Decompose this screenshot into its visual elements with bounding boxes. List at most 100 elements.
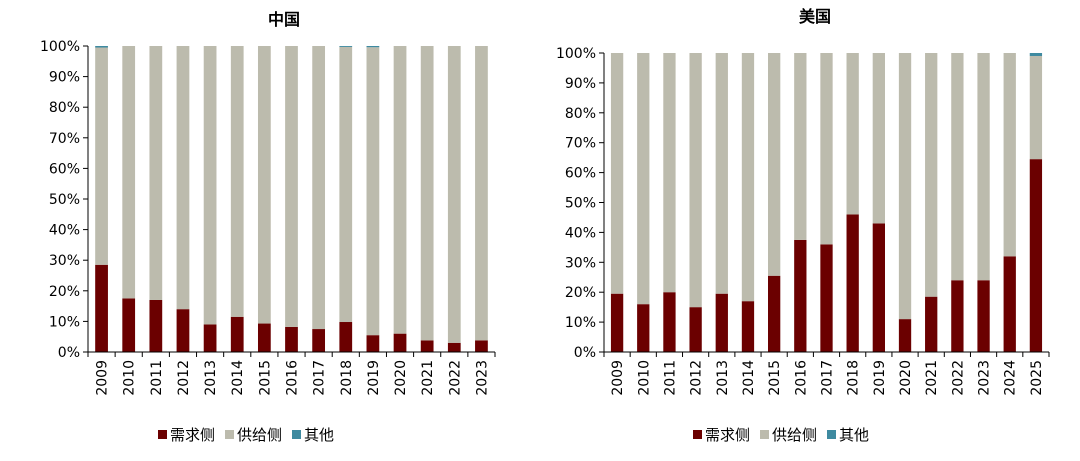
bar-2013-series-0 <box>715 293 728 352</box>
bar-2025-series-2 <box>1029 53 1043 56</box>
legend-label-2: 其他 <box>839 426 869 444</box>
legend-label-2: 其他 <box>304 426 334 444</box>
x-tick-label: 2015 <box>257 360 273 396</box>
bar-2013-series-1 <box>715 53 728 294</box>
bar-2014-series-0 <box>741 301 755 352</box>
y-tick-label: 60% <box>565 166 596 182</box>
bar-2015-series-0 <box>257 323 271 352</box>
bar-2016-series-1 <box>794 53 807 240</box>
bar-2015-series-1 <box>257 46 271 324</box>
bar-2010-series-1 <box>637 53 650 305</box>
bar-2018-series-2 <box>339 46 353 47</box>
legend-swatch-0 <box>693 430 702 439</box>
bar-2019-series-0 <box>366 335 380 352</box>
bar-2022-series-1 <box>447 46 461 343</box>
bar-2021-series-0 <box>925 296 938 352</box>
x-tick-label: 2014 <box>230 360 246 396</box>
y-tick-label: 70% <box>565 136 596 152</box>
bar-2009-series-2 <box>95 46 108 48</box>
bar-2021-series-1 <box>925 53 938 297</box>
bar-2021-series-1 <box>420 46 434 341</box>
bar-2019-series-0 <box>872 223 885 352</box>
bar-2012-series-0 <box>176 309 190 352</box>
y-tick-label: 10% <box>49 314 80 330</box>
chart-panel-0: 中国 0% 10% 20% 30% 40% 50% 60% 70% 80% 90% 100% 2009 2… <box>40 10 496 444</box>
x-tick-label: 2015 <box>767 360 783 396</box>
bar-2018-series-0 <box>339 322 353 352</box>
x-tick-label: 2022 <box>447 360 463 396</box>
bar-2024-series-1 <box>1003 53 1016 257</box>
bar-2023-series-1 <box>475 46 488 341</box>
bar-2013-series-1 <box>203 46 217 325</box>
x-tick-label: 2020 <box>898 360 914 396</box>
legend-swatch-2 <box>827 430 836 439</box>
x-tick-label: 2011 <box>662 360 678 396</box>
bar-2018-series-0 <box>846 214 859 352</box>
bar-2025-series-0 <box>1029 159 1043 352</box>
x-tick-label: 2023 <box>474 360 490 396</box>
y-tick-label: 100% <box>556 46 596 62</box>
x-tick-label: 2019 <box>872 360 888 396</box>
x-tick-label: 2009 <box>610 360 626 396</box>
y-tick-label: 0% <box>58 345 80 361</box>
bar-2012-series-0 <box>689 307 702 352</box>
y-tick-label: 30% <box>49 253 80 269</box>
bar-2010-series-0 <box>122 298 136 352</box>
y-tick-label: 50% <box>49 192 80 208</box>
legend-swatch-1 <box>760 430 769 439</box>
bar-2022-series-0 <box>447 342 461 352</box>
y-tick-label: 40% <box>49 223 80 239</box>
legend-swatch-2 <box>292 430 301 439</box>
legend-label-0: 需求侧 <box>170 426 215 444</box>
bar-2012-series-1 <box>176 46 190 310</box>
x-tick-label: 2010 <box>122 360 138 396</box>
bar-2020-series-0 <box>393 333 407 352</box>
bar-2019-series-2 <box>366 46 380 48</box>
bar-2011-series-1 <box>149 46 163 300</box>
bar-2020-series-1 <box>898 53 912 320</box>
x-tick-label: 2014 <box>741 360 757 396</box>
bar-2021-series-0 <box>420 340 434 352</box>
bar-2016-series-1 <box>285 46 298 327</box>
bar-2014-series-1 <box>230 46 244 317</box>
bar-2022-series-1 <box>951 53 964 281</box>
legend-label-0: 需求侧 <box>705 426 750 444</box>
y-tick-label: 20% <box>49 284 80 300</box>
bar-2011-series-1 <box>663 53 676 293</box>
bar-2017-series-0 <box>820 244 833 352</box>
y-tick-label: 100% <box>40 39 80 55</box>
x-tick-label: 2017 <box>820 360 836 396</box>
y-tick-label: 80% <box>49 100 80 116</box>
bar-2009-series-0 <box>95 264 108 352</box>
x-tick-label: 2020 <box>393 360 409 396</box>
bar-2013-series-0 <box>203 324 217 352</box>
y-tick-label: 10% <box>565 315 596 331</box>
chart-title: 美国 <box>799 7 831 26</box>
bar-2019-series-1 <box>366 47 380 336</box>
bar-2018-series-1 <box>339 46 353 323</box>
legend-swatch-1 <box>225 430 234 439</box>
x-tick-label: 2016 <box>285 360 301 396</box>
bar-2020-series-0 <box>898 319 912 352</box>
bar-2023-series-0 <box>475 340 488 352</box>
x-tick-label: 2012 <box>176 360 192 396</box>
bar-2023-series-1 <box>977 53 990 281</box>
bar-2009-series-0 <box>610 293 624 352</box>
x-tick-label: 2019 <box>366 360 382 396</box>
bar-2025-series-1 <box>1029 55 1043 160</box>
bar-2010-series-1 <box>122 46 136 299</box>
bar-2015-series-0 <box>768 275 781 352</box>
bar-2014-series-1 <box>741 53 755 302</box>
x-tick-label: 2022 <box>950 360 966 396</box>
bar-2009-series-1 <box>95 47 108 265</box>
bar-2012-series-1 <box>689 53 702 308</box>
bar-2019-series-1 <box>872 53 885 224</box>
x-tick-label: 2009 <box>95 360 111 396</box>
chart-title: 中国 <box>268 10 300 29</box>
legend-swatch-0 <box>158 430 167 439</box>
x-tick-label: 2017 <box>312 360 328 396</box>
y-tick-label: 40% <box>565 225 596 241</box>
x-tick-label: 2018 <box>846 360 862 396</box>
